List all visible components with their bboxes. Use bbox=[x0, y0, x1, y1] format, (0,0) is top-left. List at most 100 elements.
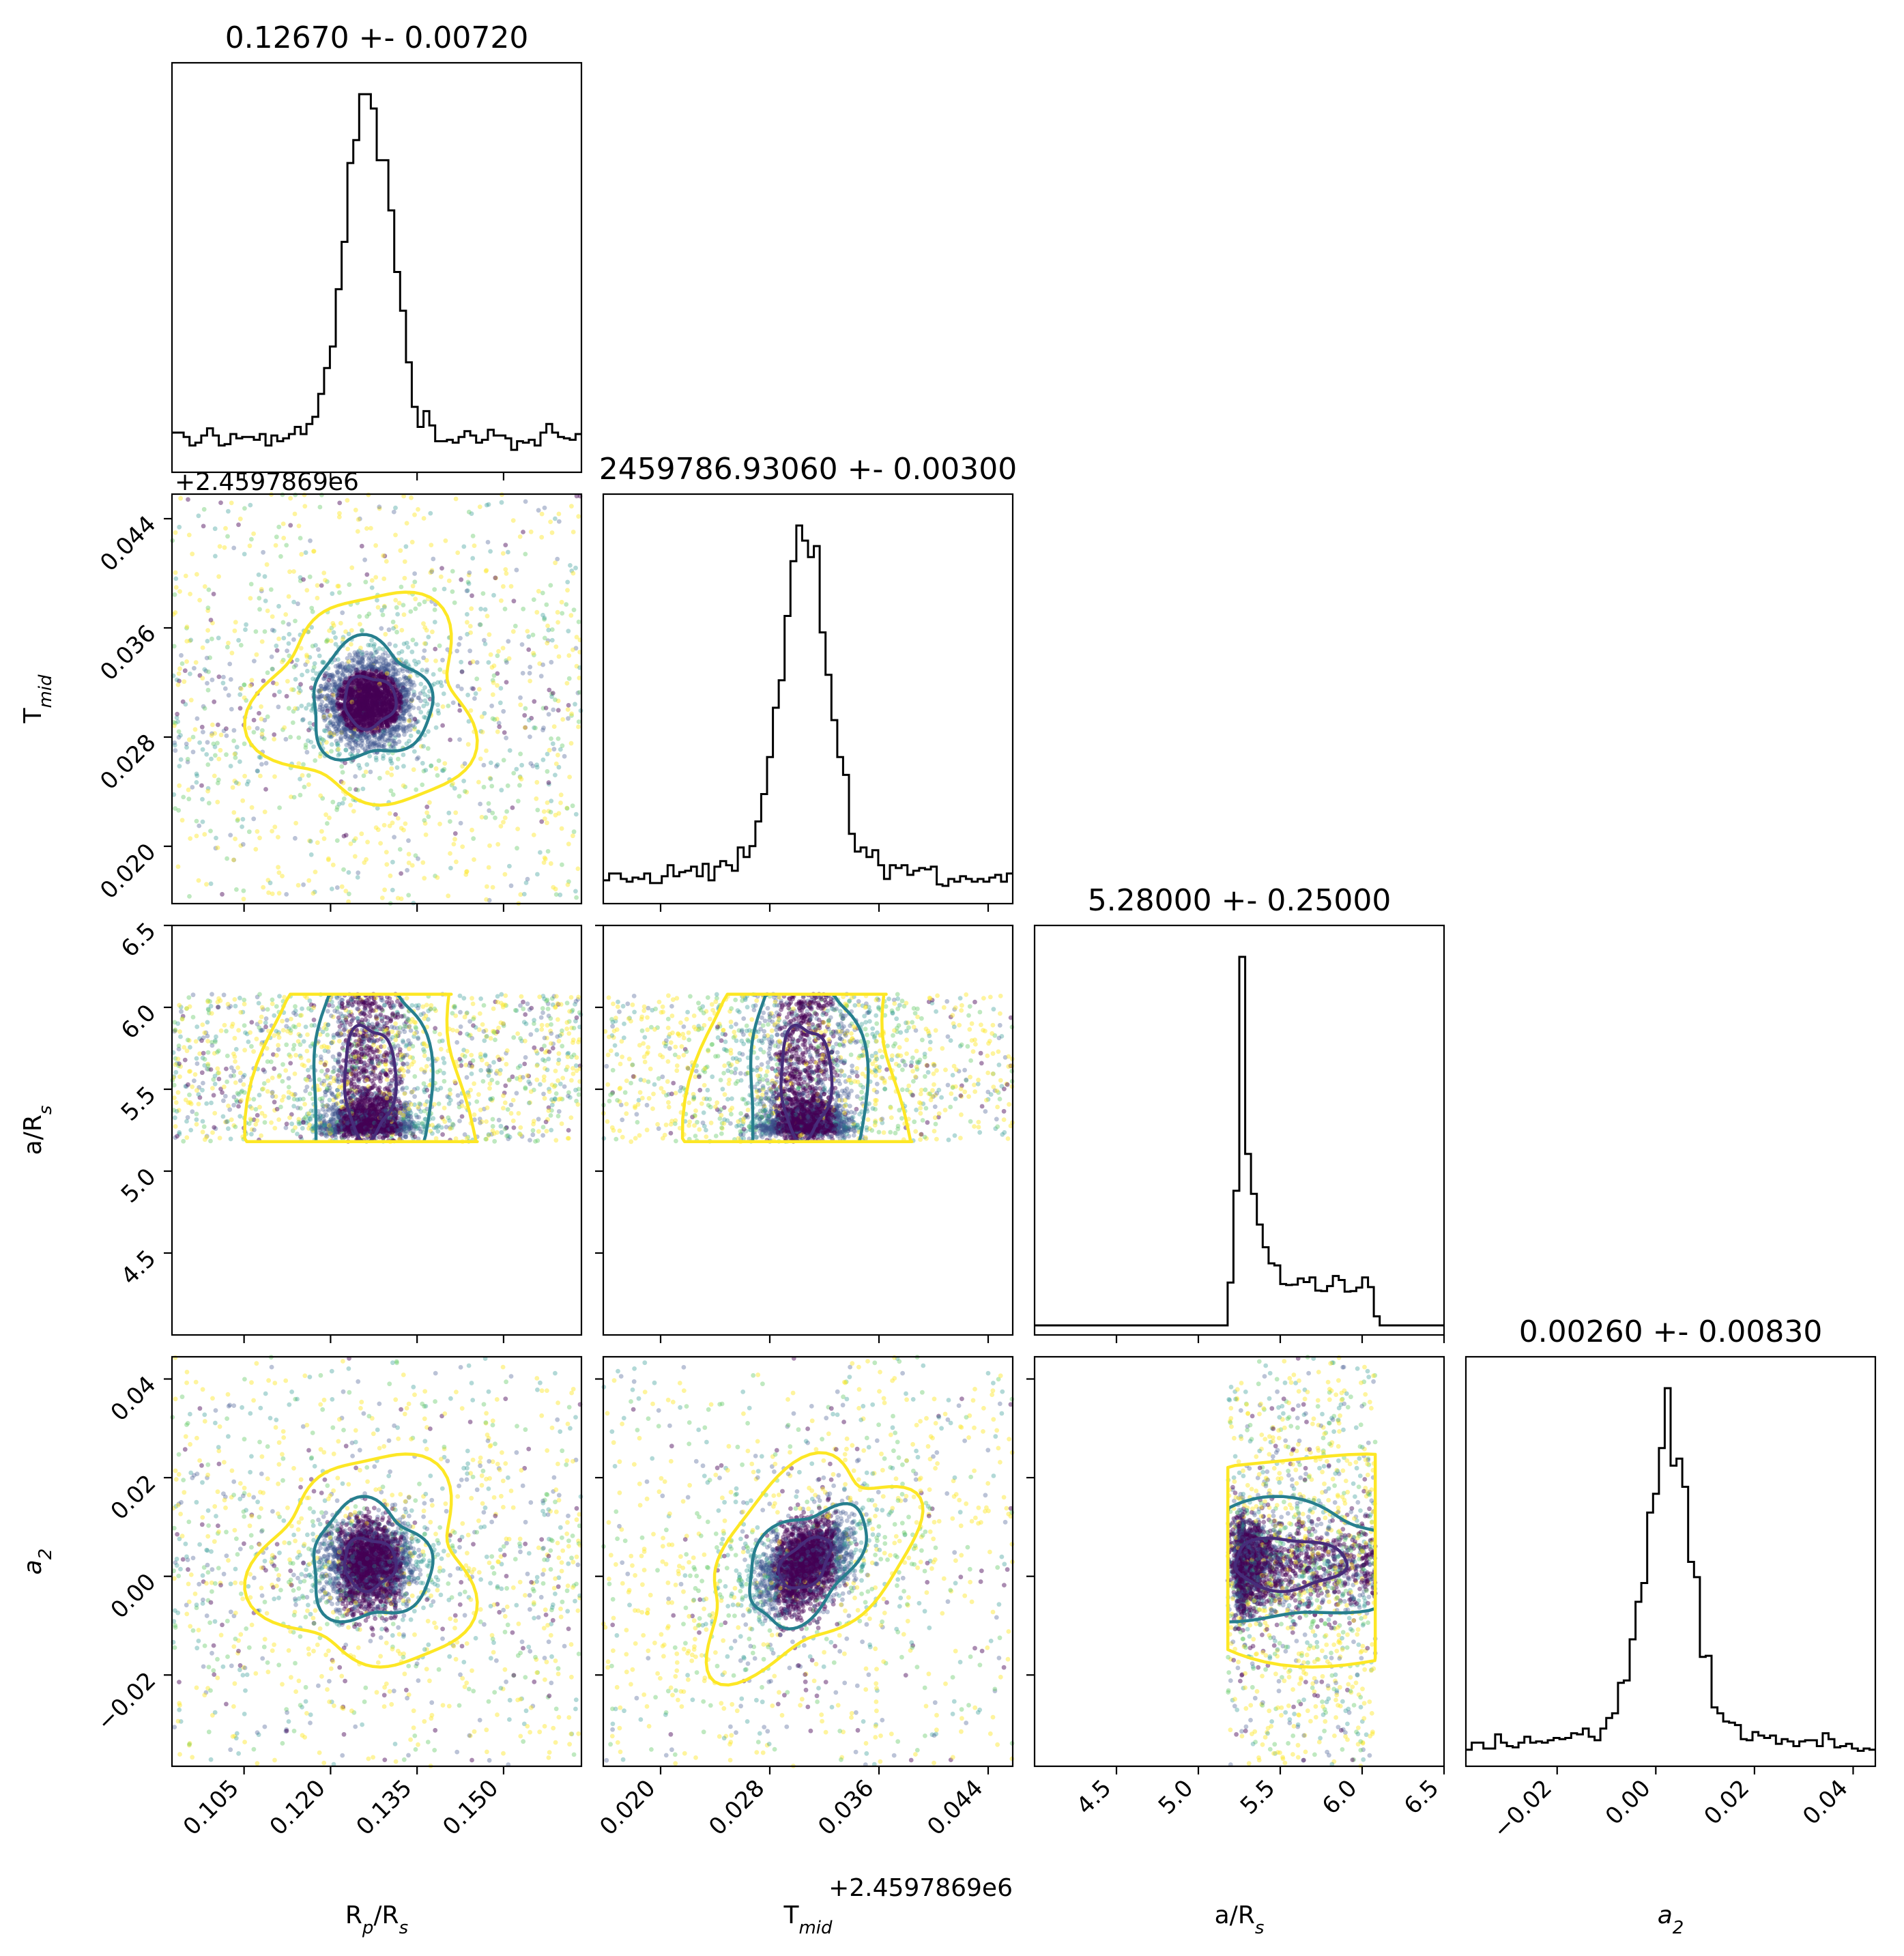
scatter-point bbox=[293, 706, 298, 711]
scatter-point bbox=[177, 1003, 182, 1008]
scatter-point bbox=[409, 539, 415, 545]
scatter-point bbox=[343, 727, 348, 732]
scatter-point bbox=[490, 1117, 495, 1122]
scatter-point bbox=[239, 687, 244, 691]
scatter-point bbox=[216, 674, 222, 679]
scatter-point bbox=[317, 687, 323, 693]
scatter-point bbox=[227, 661, 233, 667]
scatter-point bbox=[300, 1125, 305, 1131]
scatter-point bbox=[545, 768, 550, 774]
scatter-point bbox=[263, 1020, 268, 1026]
scatter-point bbox=[329, 722, 334, 728]
scatter-point bbox=[435, 702, 440, 708]
scatter-point bbox=[280, 874, 285, 878]
scatter-point bbox=[334, 708, 338, 713]
scatter-point bbox=[462, 761, 467, 766]
scatter-point bbox=[300, 717, 306, 722]
scatter-point bbox=[265, 608, 270, 614]
scatter-point bbox=[501, 708, 506, 714]
scatter-point bbox=[355, 875, 360, 880]
scatter-point bbox=[382, 605, 387, 610]
scatter-point bbox=[272, 1125, 278, 1131]
scatter-point bbox=[270, 666, 275, 672]
scatter-point bbox=[274, 681, 279, 687]
scatter-point bbox=[253, 847, 259, 852]
scatter-point bbox=[301, 1039, 306, 1044]
scatter-point bbox=[211, 1093, 216, 1098]
scatter-point bbox=[543, 706, 549, 710]
scatter-point bbox=[353, 774, 358, 779]
scatter-point bbox=[411, 1059, 416, 1065]
scatter-point bbox=[248, 596, 253, 601]
scatter-point bbox=[429, 543, 434, 547]
scatter-point bbox=[401, 827, 406, 833]
scatter-point bbox=[262, 809, 268, 814]
scatter-point bbox=[194, 818, 199, 824]
scatter-point bbox=[548, 809, 553, 815]
scatter-point bbox=[506, 639, 511, 644]
scatter-point bbox=[229, 706, 234, 712]
scatter-point bbox=[373, 657, 379, 661]
scatter-point bbox=[443, 538, 448, 543]
scatter-point bbox=[564, 806, 570, 811]
scatter-point bbox=[427, 800, 432, 805]
scatter-point bbox=[173, 570, 178, 575]
scatter-point bbox=[401, 783, 406, 788]
scatter-point bbox=[493, 575, 498, 581]
scatter-point bbox=[304, 749, 310, 755]
scatter-point bbox=[175, 682, 181, 687]
scatter-point bbox=[420, 689, 426, 694]
scatter-point bbox=[368, 769, 373, 775]
scatter-point bbox=[379, 626, 384, 631]
scatter-point bbox=[416, 507, 420, 512]
scatter-point bbox=[351, 809, 356, 814]
scatter-point bbox=[345, 656, 350, 661]
scatter-point bbox=[296, 735, 302, 740]
scatter-point bbox=[384, 671, 390, 676]
scatter-point bbox=[366, 716, 372, 721]
scatter-point bbox=[426, 1056, 431, 1062]
scatter-point bbox=[280, 620, 286, 625]
scatter-point bbox=[276, 1117, 281, 1122]
scatter-point bbox=[574, 635, 579, 639]
scatter-point bbox=[549, 799, 554, 803]
scatter-point bbox=[414, 756, 420, 762]
scatter-point bbox=[393, 598, 399, 603]
scatter-point bbox=[298, 689, 303, 693]
scatter-point bbox=[240, 824, 244, 829]
scatter-point bbox=[295, 601, 300, 607]
scatter-point bbox=[352, 854, 358, 859]
scatter-point bbox=[248, 683, 253, 689]
scatter-point bbox=[216, 722, 220, 728]
scatter-point bbox=[417, 602, 422, 607]
scatter-point bbox=[284, 892, 289, 897]
scatter-point bbox=[173, 585, 179, 590]
scatter-point bbox=[315, 840, 320, 846]
scatter-point bbox=[249, 1044, 254, 1049]
scatter-point bbox=[363, 701, 369, 706]
scatter-point bbox=[441, 1070, 446, 1076]
scatter-point bbox=[568, 740, 574, 746]
scatter-point bbox=[365, 839, 370, 845]
scatter-point bbox=[500, 551, 506, 556]
scatter-point bbox=[287, 631, 292, 637]
scatter-point bbox=[233, 780, 239, 786]
scatter-point bbox=[374, 649, 379, 655]
scatter-point bbox=[390, 717, 394, 723]
scatter-point bbox=[382, 685, 388, 691]
scatter-point bbox=[470, 996, 474, 1001]
scatter-point bbox=[375, 805, 380, 811]
scatter-point bbox=[459, 577, 464, 582]
scatter-point bbox=[182, 668, 188, 674]
scatter-point bbox=[392, 835, 396, 839]
scatter-point bbox=[457, 737, 462, 742]
scatter-point bbox=[364, 572, 370, 577]
scatter-point bbox=[278, 553, 283, 559]
scatter-point bbox=[355, 718, 360, 723]
scatter-point bbox=[177, 524, 182, 530]
scatter-point bbox=[420, 667, 425, 673]
scatter-point bbox=[236, 1028, 241, 1033]
scatter-point bbox=[308, 839, 313, 844]
scatter-point bbox=[393, 812, 398, 817]
scatter-point bbox=[179, 818, 185, 823]
